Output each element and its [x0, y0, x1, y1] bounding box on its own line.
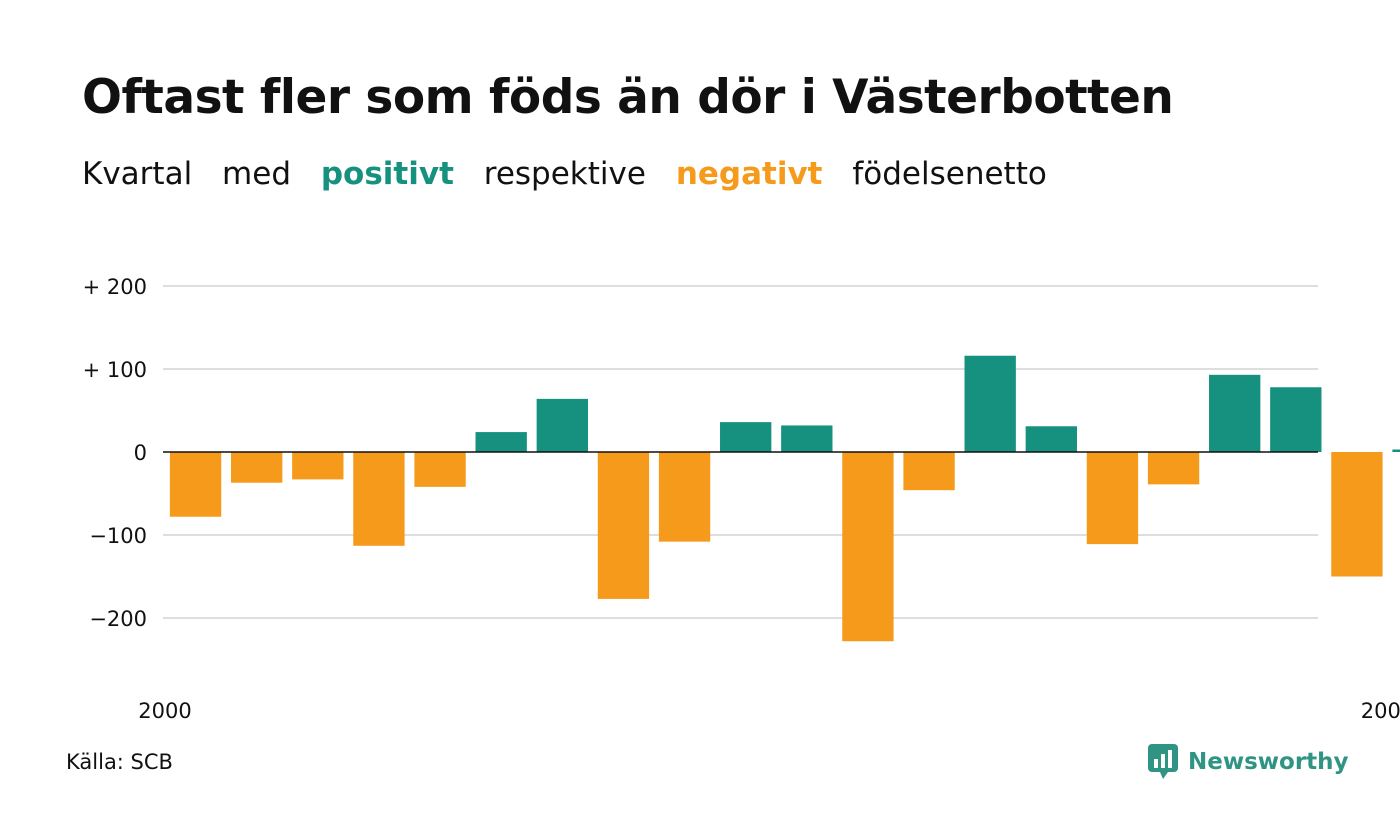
brand-name: Newsworthy: [1188, 749, 1349, 775]
bar: [842, 452, 894, 642]
newsworthy-logo-icon: [1148, 744, 1178, 779]
y-tick-label: 0: [134, 441, 147, 465]
y-tick-label: + 100: [83, 358, 147, 382]
bar: [414, 452, 466, 487]
bar: [536, 398, 588, 452]
bar: [292, 452, 344, 480]
subtitle-text-2: med: [222, 156, 291, 192]
bar: [231, 452, 283, 483]
bar: [169, 452, 222, 517]
subtitle-text-3: respektive: [483, 156, 646, 192]
bar: [720, 422, 772, 452]
brand-logo: Newsworthy: [1148, 744, 1349, 780]
subtitle-negative-word: negativt: [675, 156, 823, 192]
bar: [964, 355, 1016, 452]
source-note: Källa: SCB: [66, 750, 173, 774]
bar: [475, 432, 527, 452]
bar: [353, 452, 405, 546]
bar: [1392, 449, 1400, 452]
bar: [1209, 374, 1261, 452]
bar: [1270, 387, 1322, 452]
bar: [1331, 452, 1383, 577]
bar: [1025, 426, 1077, 452]
y-tick-label: −200: [89, 607, 147, 631]
x-tick-label: 2005: [1361, 699, 1400, 723]
y-tick-label: −100: [89, 524, 147, 548]
bar: [1086, 452, 1139, 545]
subtitle-text-4: födelsenetto: [852, 156, 1047, 192]
bar: [781, 425, 833, 452]
bar: [658, 452, 711, 542]
subtitle-text-1: Kvartal: [82, 156, 193, 192]
bar: [903, 452, 955, 491]
bar: [597, 452, 650, 599]
subtitle-positive-word: positivt: [320, 156, 454, 192]
bar: [1147, 452, 1200, 485]
chart-title: Oftast fler som föds än dör i Västerbott…: [82, 70, 1174, 125]
y-tick-label: + 200: [83, 275, 147, 299]
x-tick-label: 2000: [138, 699, 191, 723]
chart-subtitle: Kvartal med positivt respektive negativt…: [82, 156, 1067, 192]
